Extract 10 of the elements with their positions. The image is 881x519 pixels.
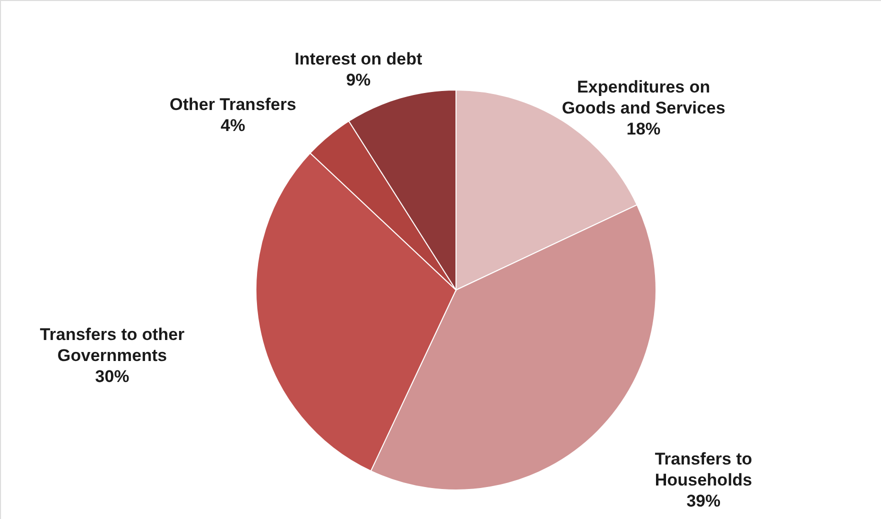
slice-label: Interest on debt — [294, 50, 422, 69]
slice-label: Other Transfers — [170, 95, 296, 114]
data-label: 30% — [95, 366, 130, 386]
slice-label: Transfers to Households — [654, 450, 752, 490]
data-label: 9% — [346, 70, 371, 90]
data-label: 18% — [626, 119, 661, 138]
data-label: 39% — [686, 492, 721, 511]
slice-label: Transfers to other Governments — [40, 324, 185, 365]
slice-label: Expenditures on Goods and Services — [562, 77, 726, 118]
data-label: 4% — [220, 116, 246, 136]
